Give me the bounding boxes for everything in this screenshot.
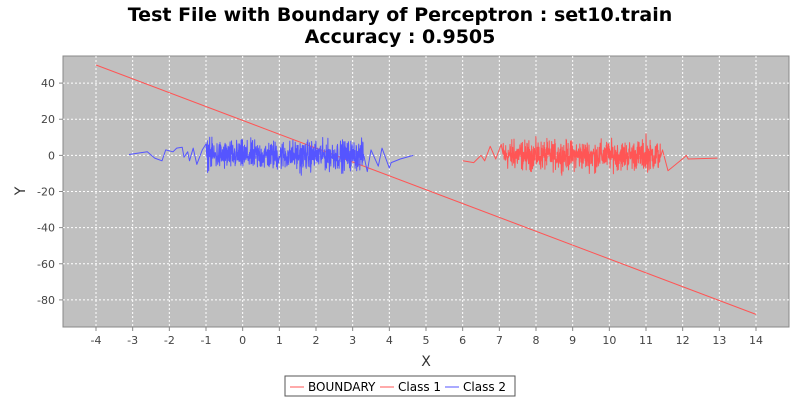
x-tick-label: 9 [569, 334, 576, 347]
series-class-1-line [462, 133, 718, 176]
legend-entry: Class 2 [463, 380, 506, 394]
x-tick-label: 1 [276, 334, 283, 347]
series-boundary-line [95, 64, 757, 315]
y-tick-label: -20 [37, 186, 55, 199]
chart-subtitle: Accuracy : 0.9505 [305, 26, 496, 48]
x-tick-label: 8 [533, 334, 540, 347]
legend-entry: Class 1 [398, 380, 441, 394]
x-tick-label: 0 [239, 334, 246, 347]
x-tick-label: 13 [712, 334, 726, 347]
x-tick-label: 14 [749, 334, 763, 347]
series-layer [95, 64, 757, 315]
grid [63, 56, 789, 327]
legend-box [284, 375, 516, 397]
chart-title: Test File with Boundary of Perceptron : … [128, 4, 672, 26]
legend-entry: BOUNDARY [308, 380, 376, 394]
y-tick-label: -60 [37, 258, 55, 271]
series-class-2-line [128, 136, 414, 176]
y-tick-label: 20 [41, 113, 55, 126]
axis-ticks: -4 -3 -2 -1 0 1 2 3 4 5 6 7 8 9 10 11 12 13 14-80-60-40-20… [37, 77, 763, 347]
x-tick-label: 2 [313, 334, 320, 347]
x-tick-label: 6 [459, 334, 466, 347]
x-tick-label: 10 [602, 334, 616, 347]
legend: BOUNDARY Class 1 Class 2 [284, 375, 516, 397]
x-tick-label: 11 [639, 334, 653, 347]
y-tick-label: 0 [48, 149, 55, 162]
x-tick-label: 3 [349, 334, 356, 347]
x-tick-label: 4 [386, 334, 393, 347]
x-tick-label: 7 [496, 334, 503, 347]
x-tick-label: -2 [164, 334, 175, 347]
y-tick-label: 40 [41, 77, 55, 90]
y-tick-label: -80 [37, 294, 55, 307]
x-tick-label: -1 [201, 334, 212, 347]
y-tick-label: -40 [37, 222, 55, 235]
x-tick-label: 12 [676, 334, 690, 347]
x-tick-label: -3 [127, 334, 138, 347]
x-tick-label: 5 [423, 334, 430, 347]
x-axis-label: X [421, 354, 431, 370]
x-tick-label: -4 [91, 334, 102, 347]
y-axis-label: Y [13, 186, 29, 196]
